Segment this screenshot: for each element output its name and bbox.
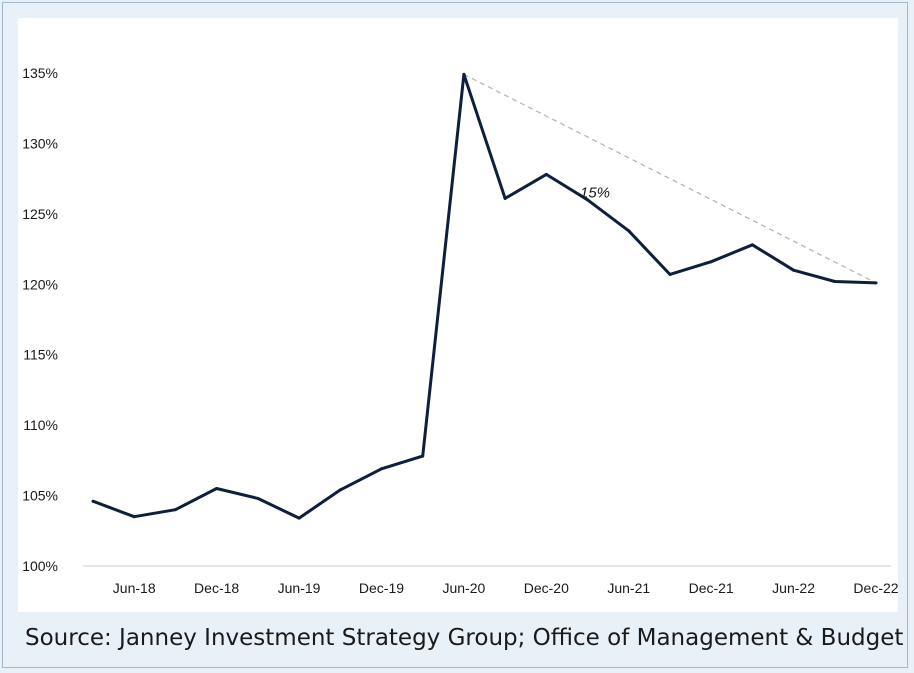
- data-point: [462, 72, 466, 76]
- x-tick-label: Jun-20: [442, 580, 485, 596]
- source-note: Source: Janney Investment Strategy Group…: [25, 625, 904, 651]
- y-axis: 100% 105% 110% 115% 120% 125% 130% 135%: [22, 65, 58, 574]
- data-point: [421, 454, 425, 458]
- data-point: [709, 260, 713, 264]
- data-point: [627, 229, 631, 233]
- data-point: [874, 281, 878, 285]
- x-tick-label: Dec-21: [689, 580, 734, 596]
- x-tick-label: Jun-18: [113, 580, 156, 596]
- x-tick-label: Dec-18: [194, 580, 239, 596]
- series-points: [91, 72, 878, 520]
- data-point: [544, 172, 548, 176]
- x-tick-label: Jun-22: [772, 580, 815, 596]
- data-point: [379, 467, 383, 471]
- data-point: [586, 198, 590, 202]
- series-line: [92, 72, 877, 520]
- data-point: [668, 272, 672, 276]
- x-tick-label: Dec-22: [853, 580, 898, 596]
- x-tick-label: Jun-19: [278, 580, 321, 596]
- annotation-label: -15%: [575, 185, 610, 202]
- y-tick-label: 130%: [22, 135, 58, 151]
- x-tick-label: Dec-19: [359, 580, 404, 596]
- y-tick-label: 115%: [23, 347, 58, 363]
- y-tick-label: 120%: [22, 276, 58, 292]
- data-point: [173, 508, 177, 512]
- data-point: [256, 496, 260, 500]
- x-tick-label: Dec-20: [524, 580, 569, 596]
- data-point: [503, 196, 507, 200]
- data-point: [792, 268, 796, 272]
- data-point: [750, 243, 754, 247]
- data-point: [833, 279, 837, 283]
- y-tick-label: 135%: [22, 65, 58, 81]
- data-point: [132, 515, 136, 519]
- y-tick-label: 100%: [22, 558, 58, 574]
- data-point: [338, 488, 342, 492]
- data-point: [297, 516, 301, 520]
- y-tick-label: 110%: [23, 417, 58, 433]
- x-axis: Jun-18 Dec-18 Jun-19 Dec-19 Jun-20 Dec-20 Jun-…: [113, 580, 898, 596]
- y-tick-label: 125%: [22, 206, 58, 222]
- data-point: [215, 487, 219, 491]
- plot-panel: 100% 105% 110% 115% 120% 125% 130% 135% Jun-18 D…: [18, 18, 898, 612]
- line-chart: 100% 105% 110% 115% 120% 125% 130% 135% Jun-18 D…: [22, 65, 898, 596]
- x-tick-label: Jun-21: [607, 580, 650, 596]
- trend-line: [463, 73, 877, 284]
- y-tick-label: 105%: [22, 488, 58, 504]
- data-point: [91, 499, 95, 503]
